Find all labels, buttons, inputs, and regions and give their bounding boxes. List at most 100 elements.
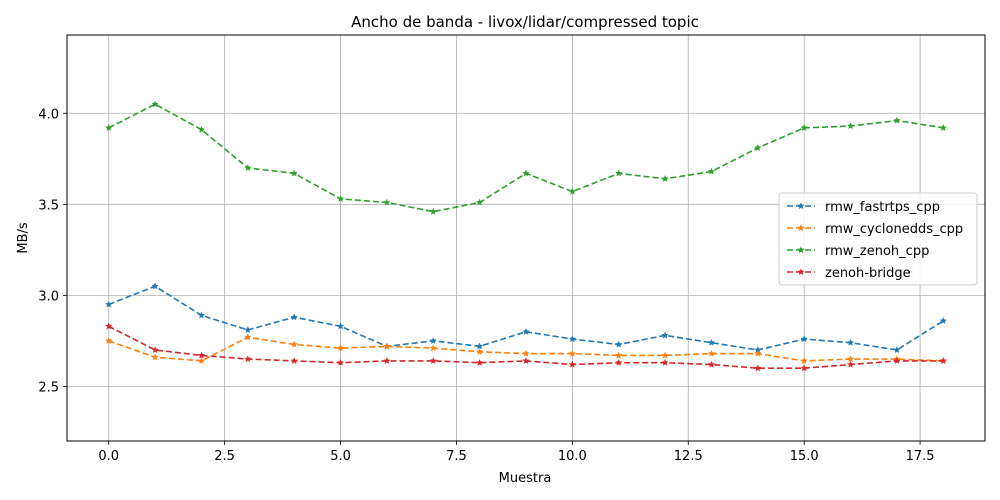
data-point-zenoh-bridge: [429, 357, 437, 364]
data-point-rmw-cyclonedds-cpp: [800, 357, 808, 364]
data-point-rmw-cyclonedds-cpp: [476, 347, 484, 355]
data-point-rmw-cyclonedds-cpp: [707, 349, 716, 357]
data-point-rmw-fastrtps-cpp: [661, 331, 669, 339]
data-point-rmw-fastrtps-cpp: [846, 338, 855, 346]
legend: rmw_fastrtps_cpp rmw_cyclonedds_cpp rmw_ze…: [778, 192, 978, 286]
data-point-zenoh-bridge: [661, 358, 669, 366]
y-tick-label: 3.0: [38, 289, 59, 304]
data-point-rmw-zenoh-cpp: [800, 124, 808, 131]
legend-label: rmw_zenoh_cpp: [825, 244, 929, 259]
data-point-rmw-cyclonedds-cpp: [429, 344, 437, 352]
legend-marker-swatch: [797, 268, 805, 276]
x-axis-label: Muestra: [499, 471, 552, 486]
data-point-zenoh-bridge: [846, 360, 855, 368]
series-rmw-fastrtps-cpp: [105, 282, 947, 354]
data-point-rmw-zenoh-cpp: [893, 116, 901, 124]
data-point-zenoh-bridge: [754, 364, 762, 372]
data-point-rmw-fastrtps-cpp: [707, 338, 716, 346]
series-zenoh-bridge: [105, 322, 947, 372]
data-point-rmw-cyclonedds-cpp: [846, 355, 855, 363]
legend-marker-swatch: [797, 202, 805, 210]
data-point-zenoh-bridge: [105, 322, 113, 330]
data-point-rmw-zenoh-cpp: [383, 198, 391, 206]
data-point-rmw-zenoh-cpp: [197, 125, 206, 133]
data-point-rmw-fastrtps-cpp: [476, 342, 484, 350]
data-point-rmw-zenoh-cpp: [568, 187, 576, 195]
legend-label: rmw_fastrtps_cpp: [825, 200, 940, 215]
data-point-zenoh-bridge: [336, 358, 345, 366]
y-tick-label: 3.5: [38, 198, 59, 213]
data-point-rmw-fastrtps-cpp: [336, 322, 345, 330]
data-point-rmw-fastrtps-cpp: [568, 335, 576, 343]
data-point-rmw-fastrtps-cpp: [244, 326, 252, 334]
data-point-rmw-zenoh-cpp: [244, 164, 252, 172]
data-point-zenoh-bridge: [800, 364, 808, 372]
data-point-rmw-zenoh-cpp: [615, 169, 623, 177]
data-point-zenoh-bridge: [383, 357, 391, 364]
legend-box: [778, 192, 978, 286]
data-point-rmw-fastrtps-cpp: [429, 337, 437, 344]
data-point-rmw-zenoh-cpp: [336, 195, 345, 202]
data-point-zenoh-bridge: [197, 351, 206, 359]
legend-marker-swatch: [797, 224, 805, 232]
data-point-rmw-cyclonedds-cpp: [290, 340, 298, 348]
data-point-rmw-zenoh-cpp: [846, 122, 855, 130]
series-rmw-cyclonedds-cpp: [105, 333, 947, 364]
x-tick-label: 7.5: [446, 449, 467, 464]
y-axis-label: MB/s: [16, 222, 31, 254]
data-point-rmw-zenoh-cpp: [151, 100, 159, 108]
data-point-rmw-cyclonedds-cpp: [105, 337, 113, 344]
x-tick-label: 15.0: [790, 449, 819, 464]
data-point-zenoh-bridge: [290, 357, 298, 364]
data-point-rmw-cyclonedds-cpp: [151, 353, 159, 361]
y-tick-label: 2.5: [38, 380, 59, 395]
data-point-rmw-cyclonedds-cpp: [661, 351, 669, 359]
data-point-rmw-cyclonedds-cpp: [522, 349, 530, 357]
data-point-zenoh-bridge: [939, 357, 947, 364]
legend-item-zenoh-bridge: zenoh-bridge: [787, 266, 911, 281]
data-point-rmw-zenoh-cpp: [290, 169, 298, 177]
data-point-rmw-fastrtps-cpp: [105, 300, 113, 308]
data-point-zenoh-bridge: [522, 357, 530, 364]
data-point-zenoh-bridge: [893, 357, 901, 364]
data-point-rmw-zenoh-cpp: [661, 175, 669, 182]
data-point-rmw-zenoh-cpp: [754, 144, 762, 151]
data-point-zenoh-bridge: [151, 346, 159, 354]
data-point-rmw-fastrtps-cpp: [800, 335, 808, 343]
y-tick-label: 4.0: [38, 107, 59, 122]
data-point-rmw-cyclonedds-cpp: [244, 333, 252, 341]
data-point-rmw-zenoh-cpp: [105, 124, 113, 131]
data-point-rmw-fastrtps-cpp: [939, 317, 947, 324]
chart-title: Ancho de banda - livox/lidar/compressed …: [351, 13, 699, 31]
data-point-rmw-cyclonedds-cpp: [754, 349, 762, 357]
data-point-zenoh-bridge: [244, 355, 252, 363]
data-point-rmw-cyclonedds-cpp: [383, 342, 391, 350]
data-point-zenoh-bridge: [707, 360, 716, 368]
x-tick-label: 5.0: [330, 449, 351, 464]
legend-item-rmw-zenoh-cpp: rmw_zenoh_cpp: [787, 244, 929, 259]
data-point-rmw-cyclonedds-cpp: [615, 351, 623, 359]
data-point-rmw-zenoh-cpp: [939, 124, 947, 131]
series-layer: [105, 100, 947, 372]
data-point-rmw-cyclonedds-cpp: [197, 357, 206, 364]
legend-label: rmw_cyclonedds_cpp: [825, 222, 963, 237]
data-point-rmw-fastrtps-cpp: [197, 311, 206, 319]
data-point-rmw-fastrtps-cpp: [615, 340, 623, 348]
legend-item-rmw-cyclonedds-cpp: rmw_cyclonedds_cpp: [787, 222, 963, 237]
data-point-zenoh-bridge: [615, 358, 623, 366]
legend-label: zenoh-bridge: [825, 266, 911, 281]
data-point-rmw-cyclonedds-cpp: [336, 344, 345, 352]
x-tick-label: 10.0: [558, 449, 587, 464]
data-point-rmw-zenoh-cpp: [707, 167, 716, 175]
x-tick-label: 2.5: [214, 449, 235, 464]
data-point-rmw-fastrtps-cpp: [290, 313, 298, 321]
data-point-rmw-zenoh-cpp: [522, 169, 530, 177]
x-tick-label: 0.0: [98, 449, 119, 464]
data-point-zenoh-bridge: [476, 358, 484, 366]
data-point-rmw-fastrtps-cpp: [522, 327, 530, 335]
data-point-rmw-fastrtps-cpp: [151, 282, 159, 290]
data-point-rmw-zenoh-cpp: [429, 207, 437, 215]
y-axis-ticks: 2.5 3.0 3.5 4.0: [38, 107, 67, 395]
x-axis-ticks: 0.0 2.5 5.0 7.5 10.0 12.5 15.0 17.5: [98, 441, 935, 464]
